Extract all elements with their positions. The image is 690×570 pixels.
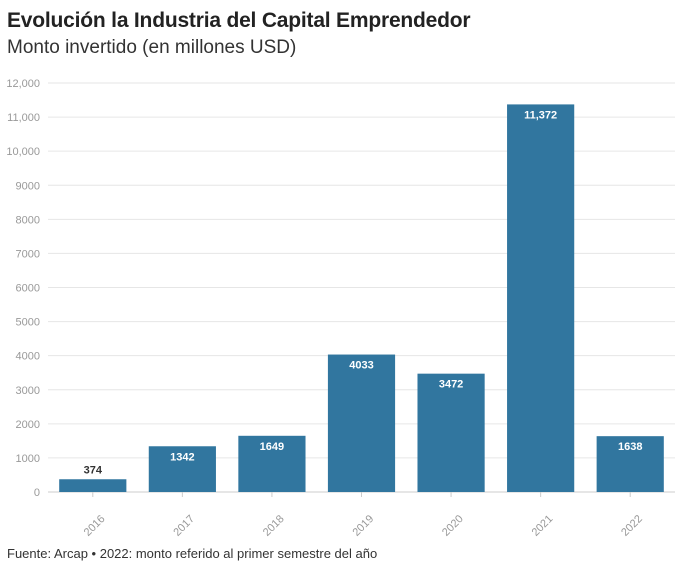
x-tick-label: 2018 xyxy=(261,513,287,539)
x-tick-label: 2019 xyxy=(350,513,376,539)
bar xyxy=(596,436,664,492)
y-tick-label: 10,000 xyxy=(6,146,40,158)
bar xyxy=(148,446,216,492)
x-tick-label: 2021 xyxy=(530,513,556,539)
bar xyxy=(59,479,127,492)
y-tick-label: 12,000 xyxy=(6,78,40,90)
data-label: 1638 xyxy=(618,441,642,453)
x-tick-label: 2017 xyxy=(171,513,197,539)
data-label: 11,372 xyxy=(524,109,557,121)
x-tick-label: 2022 xyxy=(619,513,645,539)
y-tick-label: 4000 xyxy=(16,351,40,363)
x-tick-label: 2016 xyxy=(82,513,108,539)
y-tick-label: 6000 xyxy=(16,283,40,295)
bar-chart: 0 1000 2000 3000 4000 5000 6000 7000 8000 9000 10,… xyxy=(6,78,675,539)
data-label: 4033 xyxy=(349,360,373,372)
data-label: 1342 xyxy=(170,451,194,463)
y-tick-label: 3000 xyxy=(16,385,40,397)
data-label: 374 xyxy=(84,464,103,476)
source-note: Fuente: Arcap • 2022: monto referido al … xyxy=(7,546,378,561)
y-tick-label: 0 xyxy=(34,487,40,499)
y-tick-label: 11,000 xyxy=(7,112,40,124)
x-tick-label: 2020 xyxy=(440,513,466,539)
y-tick-label: 8000 xyxy=(16,214,40,226)
bar xyxy=(238,435,306,492)
y-tick-label: 5000 xyxy=(16,317,40,329)
y-tick-label: 7000 xyxy=(16,248,40,260)
data-label: 1649 xyxy=(260,441,284,453)
chart-subtitle: Monto invertido (en millones USD) xyxy=(7,37,297,58)
y-tick-label: 2000 xyxy=(16,419,40,431)
y-tick-label: 9000 xyxy=(16,180,40,192)
chart-title: Evolución la Industria del Capital Empre… xyxy=(7,9,471,32)
bar xyxy=(327,354,396,492)
y-tick-label: 1000 xyxy=(16,453,40,465)
bar xyxy=(507,104,575,493)
data-label: 3472 xyxy=(439,379,463,391)
bar xyxy=(417,373,485,492)
